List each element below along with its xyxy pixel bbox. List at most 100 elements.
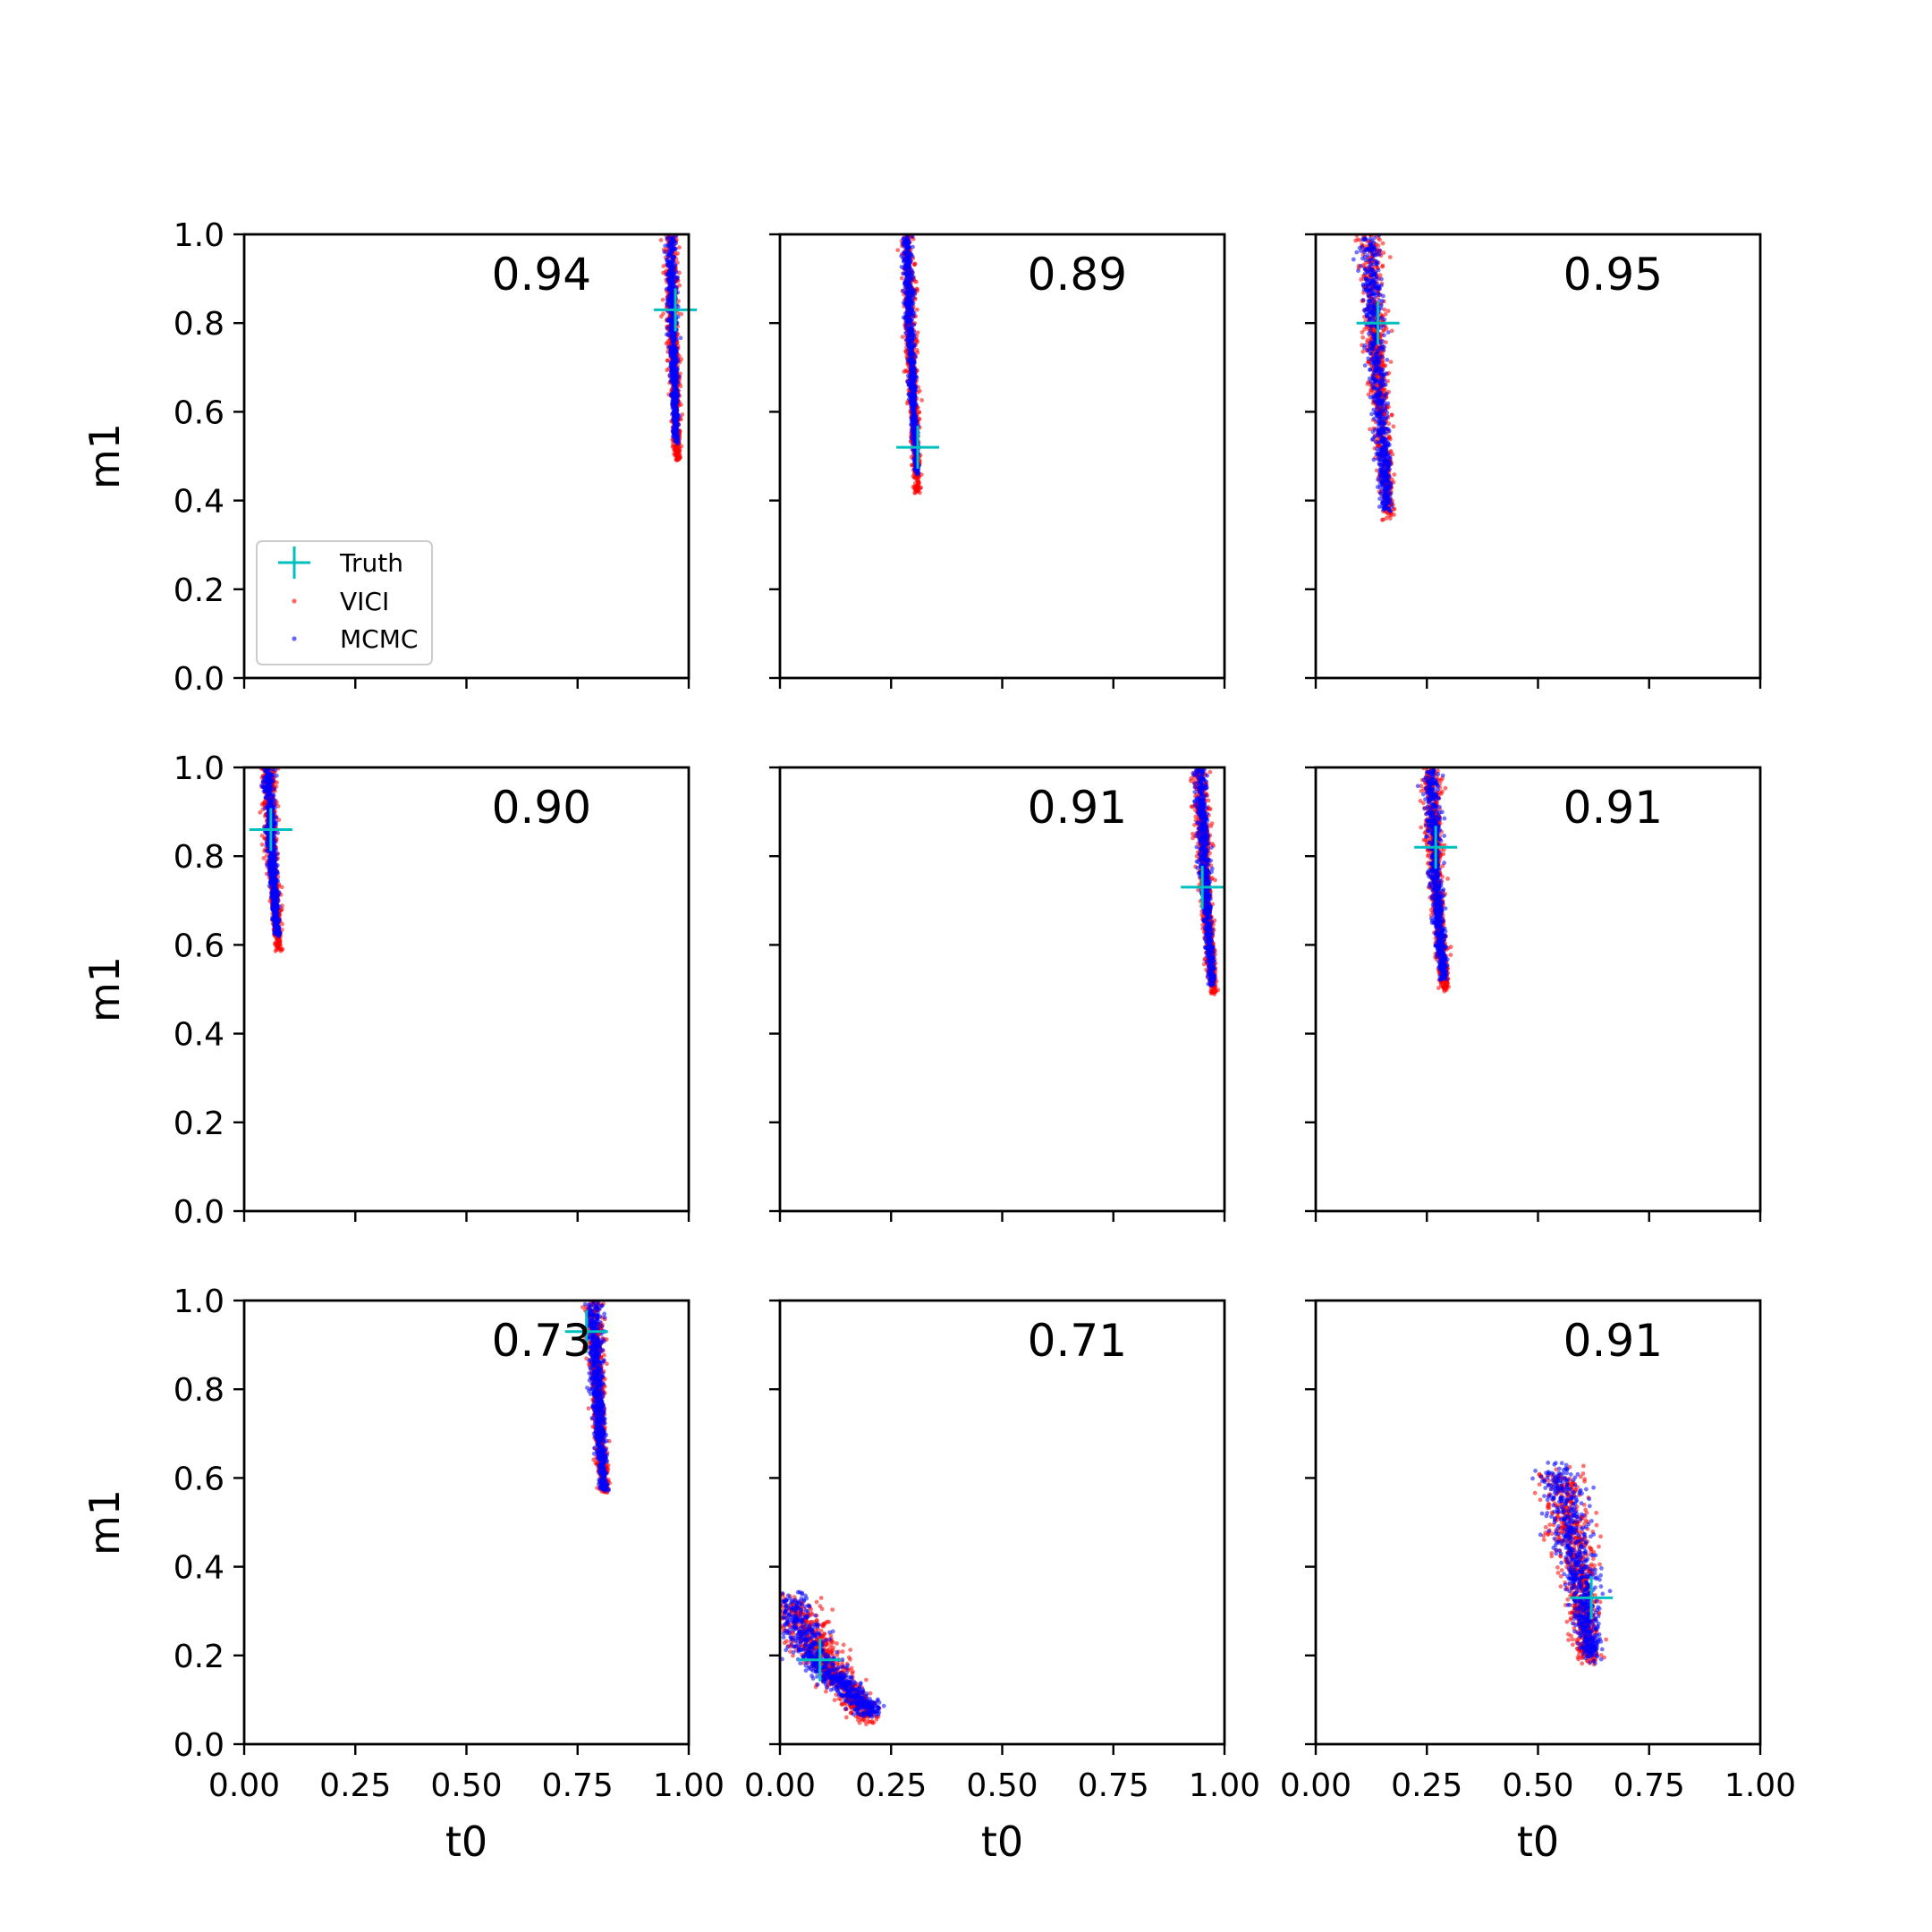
point-mcmc <box>910 364 914 369</box>
point-mcmc <box>1368 287 1373 292</box>
point-mcmc <box>910 410 915 415</box>
point-mcmc <box>1375 259 1379 265</box>
point-mcmc <box>1372 303 1377 308</box>
y-axis-label: m1 <box>80 423 129 489</box>
point-vici <box>1389 328 1394 334</box>
point-mcmc <box>906 310 911 316</box>
y-tick-label: 0.0 <box>174 661 225 698</box>
point-mcmc <box>670 315 675 320</box>
point-mcmc <box>903 246 909 250</box>
point-mcmc <box>907 327 911 332</box>
point-mcmc <box>1380 501 1385 505</box>
point-mcmc <box>1379 377 1384 381</box>
point-vici <box>1368 427 1372 432</box>
point-mcmc <box>1368 247 1374 252</box>
point-mcmc <box>1378 306 1384 310</box>
point-vici <box>1380 241 1385 246</box>
point-mcmc <box>911 295 916 301</box>
point-mcmc <box>675 314 681 319</box>
point-mcmc <box>1381 293 1385 299</box>
point-vici <box>895 248 901 252</box>
point-mcmc <box>1381 425 1385 430</box>
point-mcmc <box>909 347 914 352</box>
point-mcmc <box>1367 347 1372 352</box>
point-vici <box>259 842 265 847</box>
point-mcmc <box>1366 293 1371 299</box>
point-mcmc <box>1371 370 1377 376</box>
point-mcmc <box>1370 429 1376 435</box>
point-mcmc <box>1372 247 1377 252</box>
point-mcmc <box>1383 436 1388 441</box>
point-mcmc <box>672 364 677 369</box>
point-mcmc <box>1377 491 1383 496</box>
point-vici <box>1383 363 1388 369</box>
point-mcmc <box>1375 348 1380 353</box>
point-mcmc <box>908 339 913 343</box>
point-mcmc <box>1374 367 1379 372</box>
point-mcmc <box>668 364 674 369</box>
point-mcmc <box>674 349 679 354</box>
point-mcmc <box>1351 257 1356 262</box>
point-mcmc <box>1356 268 1360 274</box>
point-mcmc <box>1368 236 1373 242</box>
point-vici <box>1381 327 1386 333</box>
point-vici <box>912 262 917 267</box>
point-mcmc <box>1383 472 1388 478</box>
point-vici <box>1392 472 1397 477</box>
point-vici <box>1386 421 1392 427</box>
point-mcmc <box>1385 464 1391 469</box>
point-vici <box>915 307 919 312</box>
point-mcmc <box>1368 273 1374 278</box>
point-mcmc <box>1369 341 1375 346</box>
point-mcmc <box>1377 345 1383 351</box>
point-mcmc <box>672 373 677 377</box>
point-vici <box>1365 381 1370 386</box>
point-mcmc <box>1363 287 1368 292</box>
point-mcmc <box>1381 445 1385 450</box>
point-mcmc <box>1363 248 1368 253</box>
overlap-value: 0.89 <box>1028 249 1127 301</box>
point-mcmc <box>1381 373 1385 377</box>
point-mcmc <box>1371 332 1377 337</box>
point-mcmc <box>911 313 916 318</box>
point-mcmc <box>1367 331 1371 336</box>
point-mcmc <box>1370 318 1376 322</box>
point-vici <box>916 479 920 484</box>
point-mcmc <box>1371 363 1377 369</box>
point-mcmc <box>666 250 672 254</box>
point-mcmc <box>1372 312 1377 318</box>
point-mcmc <box>1370 394 1376 399</box>
point-mcmc <box>1376 411 1380 416</box>
point-mcmc <box>673 404 678 410</box>
point-mcmc <box>899 265 904 269</box>
point-mcmc <box>1380 367 1385 372</box>
point-mcmc <box>1374 285 1379 291</box>
point-vici <box>1377 273 1383 278</box>
point-mcmc <box>670 337 675 343</box>
point-vici <box>915 483 920 488</box>
point-vici <box>1388 360 1394 364</box>
point-mcmc <box>912 448 918 453</box>
point-mcmc <box>1380 299 1385 304</box>
point-vici <box>674 449 679 453</box>
point-mcmc <box>674 438 679 444</box>
point-mcmc <box>905 279 910 284</box>
point-mcmc <box>1379 283 1384 288</box>
point-mcmc <box>911 400 916 405</box>
point-mcmc <box>1367 309 1372 314</box>
point-mcmc <box>668 305 674 309</box>
point-mcmc <box>1387 455 1393 461</box>
point-mcmc <box>1385 506 1391 512</box>
point-vici <box>676 299 681 303</box>
point-mcmc <box>1382 395 1387 401</box>
point-mcmc <box>1372 280 1377 284</box>
point-mcmc <box>1368 351 1374 356</box>
point-mcmc <box>1374 386 1379 392</box>
overlap-value: 0.95 <box>1563 249 1663 301</box>
point-mcmc <box>904 283 910 288</box>
point-mcmc <box>1368 299 1372 304</box>
point-mcmc <box>905 342 911 347</box>
point-mcmc <box>902 258 907 263</box>
point-mcmc <box>1385 500 1391 504</box>
